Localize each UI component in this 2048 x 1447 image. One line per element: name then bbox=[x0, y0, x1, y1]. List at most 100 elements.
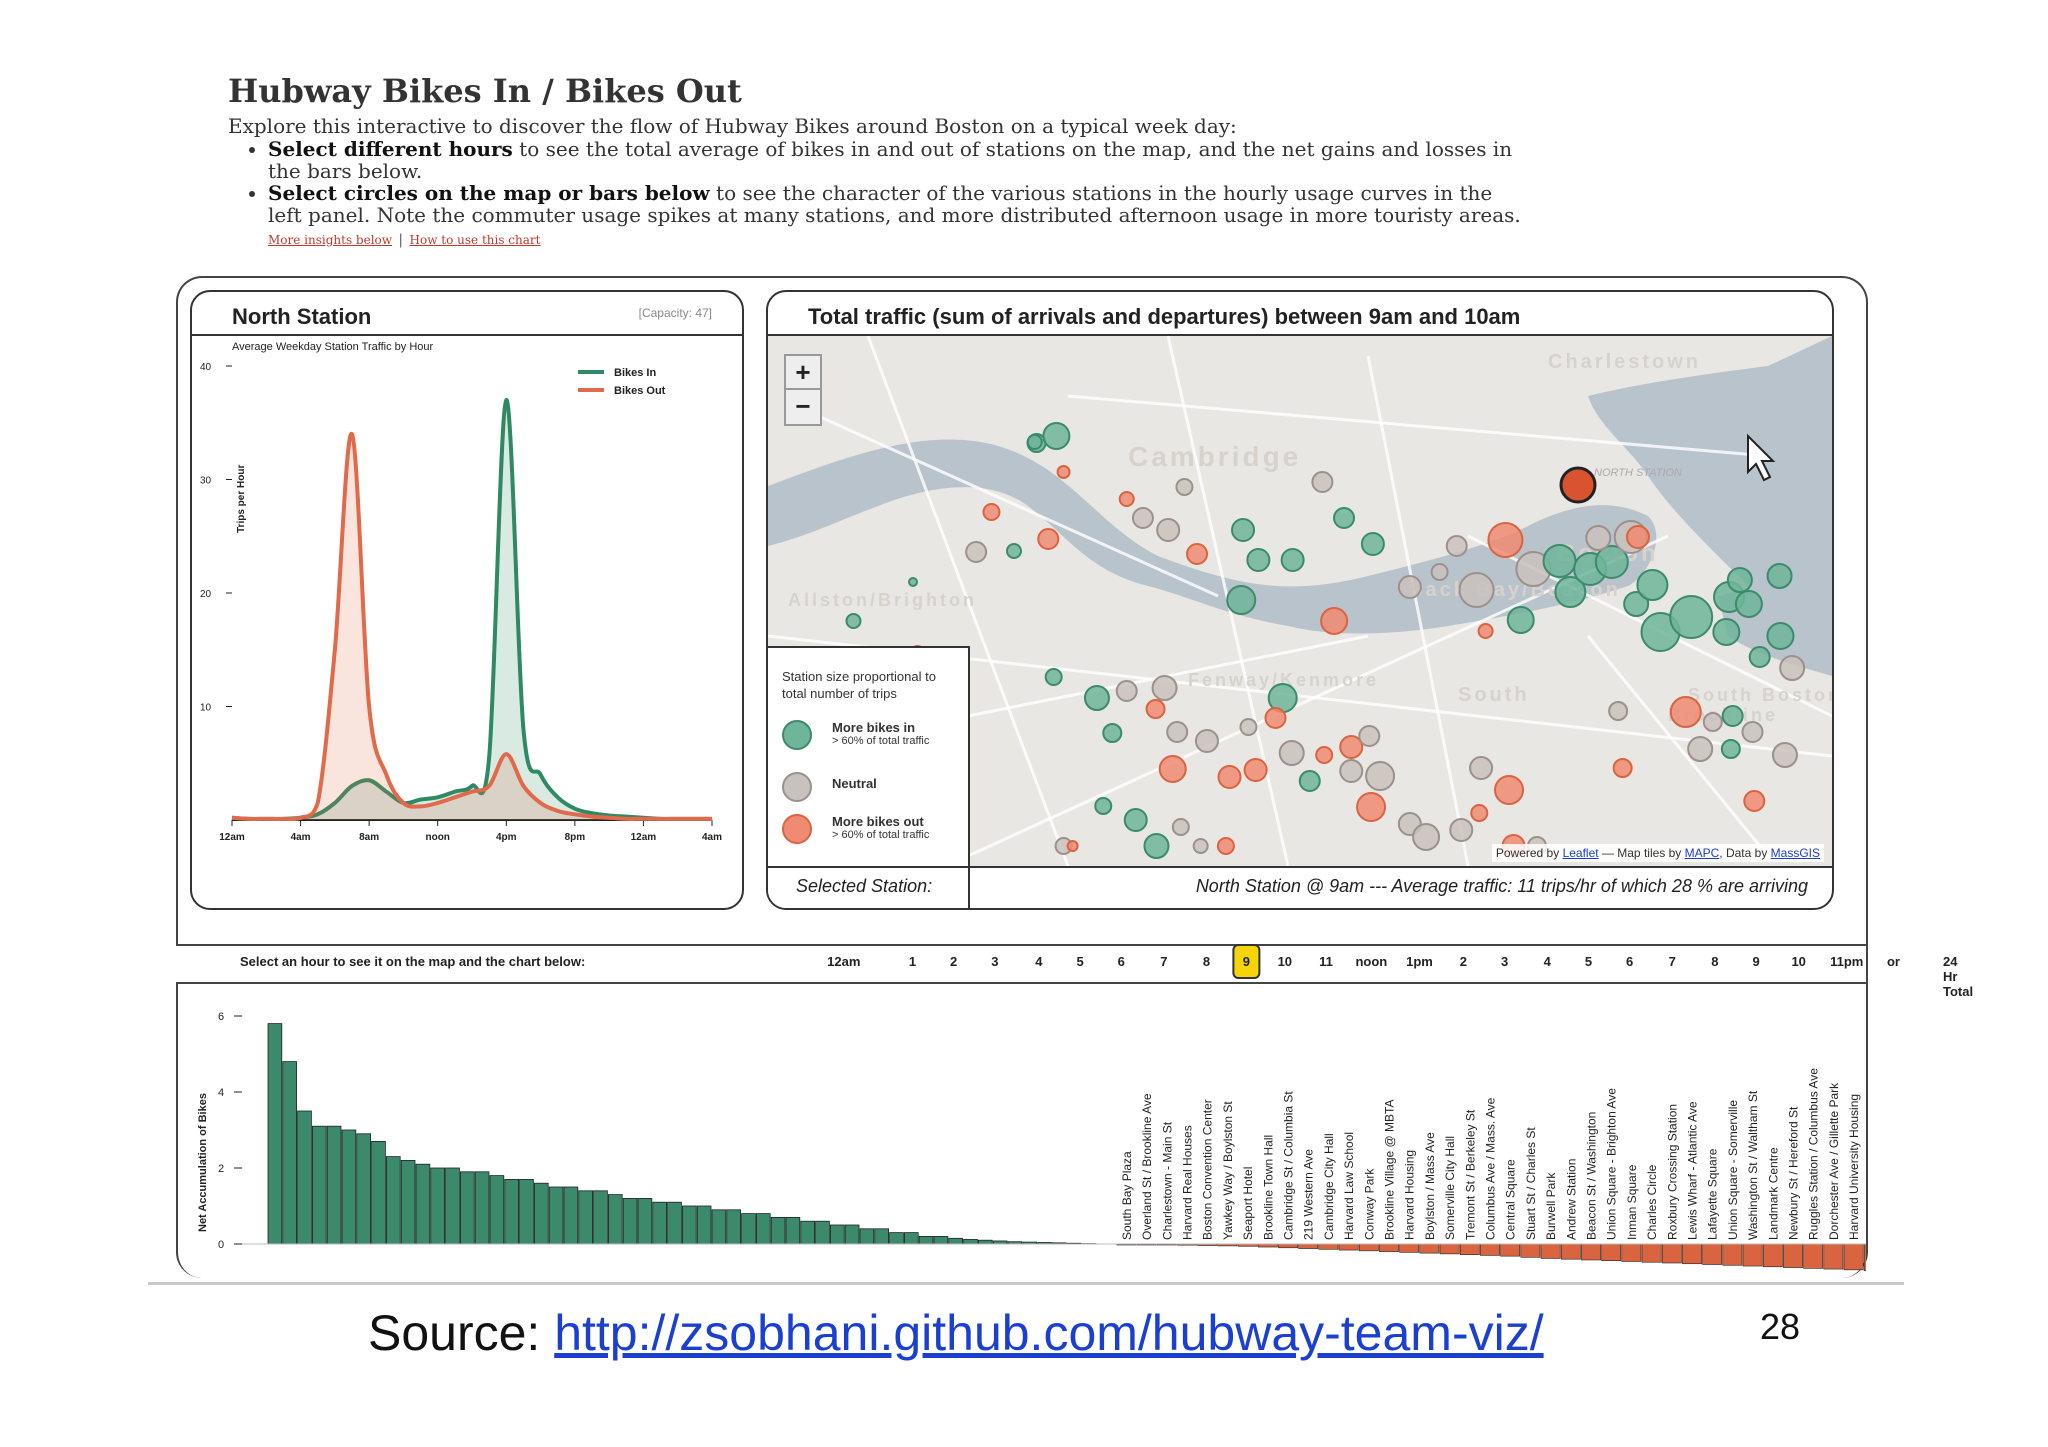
mapc-link[interactable]: MAPC bbox=[1684, 846, 1720, 860]
zoom-out-button[interactable]: − bbox=[784, 388, 822, 426]
legend-title: Station size proportional to total numbe… bbox=[782, 669, 936, 701]
bar-positive bbox=[474, 1171, 490, 1245]
hour-option-4[interactable]: 4 bbox=[1035, 954, 1043, 969]
hour-option-18[interactable]: 6 bbox=[1626, 954, 1634, 969]
bar-positive bbox=[578, 1190, 593, 1245]
net-accumulation-bar-chart[interactable]: Net Accumulation of Bikes 0 2 4 6 South Bay P… bbox=[176, 982, 1866, 1282]
bar-negative bbox=[1399, 1243, 1420, 1253]
station-circle-out bbox=[1320, 607, 1349, 635]
bar-y-label-1: 2 bbox=[218, 1163, 224, 1175]
bar-category-label: Dorchester Ave / Gillette Park bbox=[1827, 1082, 1841, 1240]
series-area-1 bbox=[232, 433, 712, 820]
hour-option-19[interactable]: 7 bbox=[1668, 954, 1676, 969]
station-circle-out bbox=[1494, 775, 1525, 805]
bar-positive bbox=[874, 1228, 889, 1245]
intro-lead: Explore this interactive to discover the… bbox=[228, 114, 1237, 138]
series-line-1 bbox=[231, 432, 712, 822]
bar-negative bbox=[1480, 1243, 1500, 1256]
hour-selector: Select an hour to see it on the map and … bbox=[176, 944, 1973, 999]
station-circle-neutral bbox=[1131, 507, 1154, 529]
station-circle-in bbox=[845, 613, 862, 629]
hour-option-2[interactable]: 2 bbox=[950, 954, 958, 969]
bar-negative bbox=[1298, 1243, 1319, 1249]
bar-category-label: Central Square bbox=[1504, 1159, 1518, 1240]
hour-option-5[interactable]: 5 bbox=[1076, 954, 1084, 969]
hour-option-15[interactable]: 3 bbox=[1501, 954, 1509, 969]
hour-option-21[interactable]: 9 bbox=[1752, 954, 1760, 969]
hour-option-6[interactable]: 6 bbox=[1117, 954, 1125, 969]
hour-option-11[interactable]: 11 bbox=[1319, 954, 1333, 969]
station-circle-neutral bbox=[965, 541, 988, 563]
station-map[interactable]: CambridgeCharlestownBostonBack Bay/Beaco… bbox=[768, 336, 1832, 866]
source-link[interactable]: http://zsobhani.github.com/hubway-team-v… bbox=[554, 1305, 1544, 1361]
x-tick-label-2: 8am bbox=[359, 832, 379, 843]
station-circle-neutral bbox=[1585, 525, 1612, 551]
station-circle-out bbox=[1315, 746, 1334, 764]
station-circle-out bbox=[1669, 696, 1702, 728]
bar-negative bbox=[1338, 1243, 1359, 1251]
station-circle-out bbox=[1625, 525, 1650, 549]
hour-option-0[interactable]: 12am bbox=[827, 954, 861, 969]
bar-negative bbox=[1560, 1243, 1581, 1260]
station-circle-in bbox=[1333, 507, 1356, 529]
hour-option-22[interactable]: 10 bbox=[1791, 954, 1806, 969]
station-circle-in bbox=[1554, 576, 1587, 608]
map-title: Total traffic (sum of arrivals and depar… bbox=[808, 304, 1521, 329]
more-insights-link[interactable]: More insights below bbox=[268, 233, 393, 247]
selected-station-circle bbox=[1559, 466, 1597, 504]
bar-category-label: Lewis Wharf - Atlantic Ave bbox=[1686, 1101, 1700, 1240]
how-to-use-link[interactable]: How to use this chart bbox=[409, 233, 541, 247]
bar-category-label: Union Square - Somerville bbox=[1726, 1100, 1740, 1240]
hour-option-25[interactable]: 24 Hr Total bbox=[1943, 954, 1974, 999]
hour-option-14[interactable]: 2 bbox=[1459, 954, 1468, 969]
station-circle-out bbox=[1217, 765, 1242, 789]
bar-positive bbox=[385, 1156, 401, 1245]
massgis-link[interactable]: MassGIS bbox=[1770, 846, 1820, 860]
hour-option-20[interactable]: 8 bbox=[1711, 954, 1719, 969]
hour-option-10[interactable]: 10 bbox=[1277, 954, 1293, 969]
bar-category-label: Ruggles Station / Columbus Ave bbox=[1807, 1068, 1821, 1240]
bar-positive bbox=[785, 1216, 801, 1245]
bar-positive bbox=[519, 1178, 534, 1245]
station-name: North Station bbox=[232, 304, 372, 329]
bar-positive bbox=[948, 1237, 963, 1245]
station-circle-out bbox=[1743, 790, 1766, 812]
hour-option-16[interactable]: 4 bbox=[1543, 954, 1551, 969]
hour-option-12[interactable]: noon bbox=[1355, 954, 1388, 969]
hour-option-8[interactable]: 8 bbox=[1202, 954, 1211, 969]
station-circle-in bbox=[908, 577, 919, 587]
bar-category-label: Columbus Ave / Mass. Ave bbox=[1484, 1097, 1498, 1240]
zoom-in-button[interactable]: + bbox=[784, 354, 822, 392]
place-label: Fenway/Kenmore bbox=[1188, 670, 1379, 690]
street-7 bbox=[967, 534, 1669, 858]
station-circle-in bbox=[1766, 622, 1795, 650]
bar-category-label: Inman Square bbox=[1625, 1164, 1639, 1240]
bar-y-label-0: 0 bbox=[218, 1239, 224, 1251]
bar-positive bbox=[963, 1239, 978, 1245]
hour-selector-label: Select an hour to see it on the map and … bbox=[240, 954, 586, 969]
leaflet-link[interactable]: Leaflet bbox=[1562, 846, 1599, 860]
station-circle-out bbox=[1056, 465, 1071, 479]
hour-option-1[interactable]: 1 bbox=[908, 954, 917, 969]
bar-negative bbox=[1682, 1243, 1702, 1265]
bar-positive bbox=[815, 1220, 830, 1245]
hour-option-13[interactable]: 1pm bbox=[1406, 954, 1433, 969]
station-circle-in bbox=[1298, 770, 1321, 792]
bar-negative bbox=[1500, 1243, 1521, 1257]
hour-option-3[interactable]: 3 bbox=[991, 954, 999, 969]
hour-option-23[interactable]: 11pm bbox=[1830, 954, 1864, 969]
station-circle-out bbox=[1243, 758, 1268, 782]
station-circle-out bbox=[1216, 837, 1235, 855]
station-circle-in bbox=[1766, 563, 1793, 589]
selected-station-label: Selected Station: bbox=[796, 876, 933, 896]
station-circle-out bbox=[1264, 707, 1287, 729]
station-circle-neutral bbox=[1358, 725, 1381, 747]
x-tick-label-3: noon bbox=[425, 832, 449, 843]
mouse-cursor-icon bbox=[1747, 433, 1776, 482]
station-circle-in bbox=[1006, 543, 1022, 559]
bar-negative bbox=[1661, 1243, 1682, 1264]
hour-option-7[interactable]: 7 bbox=[1160, 954, 1168, 969]
street-1 bbox=[866, 336, 1070, 866]
hour-option-17[interactable]: 5 bbox=[1584, 954, 1593, 969]
hour-option-9[interactable]: 9 bbox=[1232, 944, 1260, 979]
